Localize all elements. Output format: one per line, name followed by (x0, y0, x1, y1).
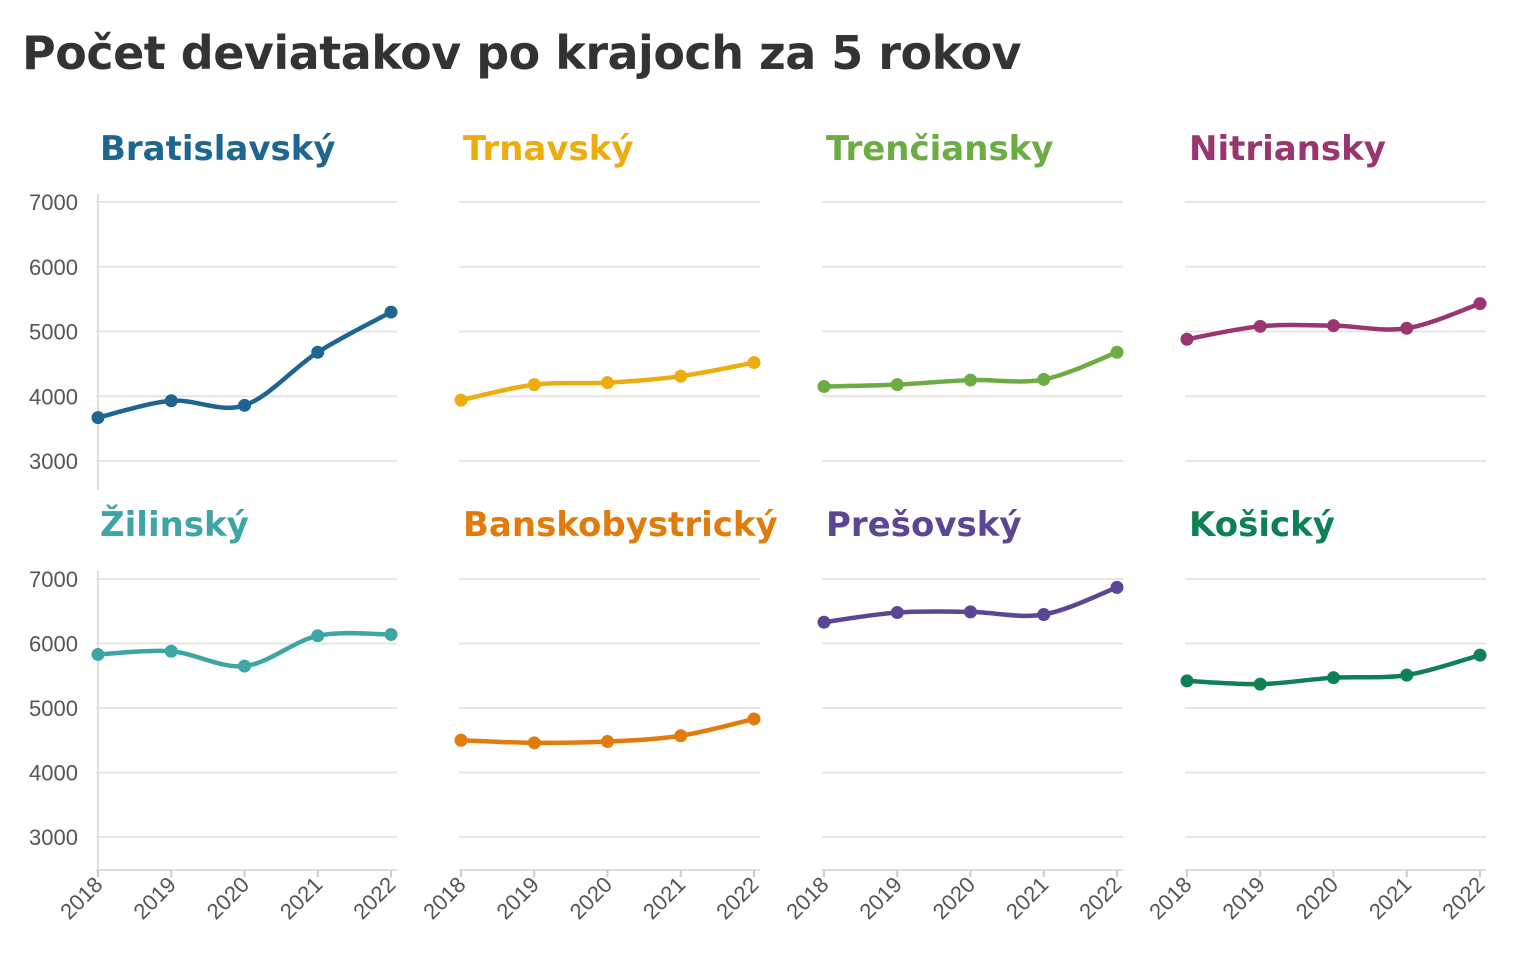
data-point (238, 659, 251, 673)
data-point (601, 735, 614, 749)
panel-title: Košický (1189, 505, 1335, 545)
data-point (747, 356, 761, 370)
y-tick-label: 5000 (29, 696, 78, 721)
y-tick-label: 6000 (29, 632, 78, 657)
x-tick-label: 2022 (1437, 872, 1489, 924)
data-point (454, 733, 468, 747)
data-point (674, 729, 688, 743)
data-point (890, 606, 904, 620)
x-tick-label: 2019 (128, 872, 180, 924)
y-tick-label: 4000 (29, 761, 78, 786)
panel-title: Prešovský (826, 505, 1022, 545)
panel-2: Trnavský (454, 129, 761, 462)
x-tick-label: 2021 (275, 872, 327, 924)
x-tick-label: 2021 (638, 872, 690, 924)
data-point (454, 393, 468, 407)
data-point (1400, 321, 1414, 335)
panel-title: Trnavský (463, 129, 634, 169)
x-tick-label: 2019 (491, 872, 543, 924)
panel-title: Trenčiansky (826, 129, 1053, 169)
panel-title: Žilinský (100, 504, 249, 545)
y-tick-label: 5000 (29, 320, 78, 345)
data-point (964, 373, 977, 387)
data-point (1037, 372, 1051, 386)
data-point (1110, 580, 1124, 594)
panel-title: Bratislavský (100, 129, 336, 169)
panel-title: Nitriansky (1189, 129, 1386, 169)
data-point (1110, 345, 1124, 359)
y-tick-label: 7000 (29, 567, 78, 592)
x-tick-label: 2018 (55, 872, 107, 924)
data-point (1473, 297, 1487, 311)
data-point (964, 605, 977, 619)
data-point (384, 305, 398, 319)
data-point (674, 369, 688, 383)
data-point (311, 345, 325, 359)
x-tick-label: 2018 (418, 872, 470, 924)
panel-3: Trenčiansky (817, 129, 1124, 462)
data-point (1180, 332, 1194, 346)
data-point (747, 712, 761, 726)
x-tick-label: 2021 (1001, 872, 1053, 924)
data-point (1327, 671, 1340, 685)
x-tick-label: 2019 (1217, 872, 1269, 924)
data-point (164, 394, 178, 408)
data-point (91, 647, 105, 661)
data-point (817, 380, 831, 394)
data-point (527, 378, 541, 392)
data-point (238, 398, 251, 412)
data-point (311, 629, 325, 643)
x-tick-label: 2018 (1144, 872, 1196, 924)
x-tick-label: 2020 (928, 872, 980, 924)
data-point (1400, 668, 1414, 682)
data-point (890, 378, 904, 392)
data-point (817, 615, 831, 629)
x-tick-label: 2021 (1364, 872, 1416, 924)
data-point (1180, 674, 1194, 688)
y-tick-label: 6000 (29, 255, 78, 280)
panel-5: Žilinský 3000 4000 5000 6000 7000 2018 2019 2020… (29, 504, 400, 924)
panel-4: Nitriansky (1180, 129, 1487, 462)
x-tick-label: 2022 (348, 872, 400, 924)
data-point (1253, 677, 1267, 691)
x-tick-label: 2020 (565, 872, 617, 924)
panel-1: Bratislavský 3000 4000 5000 6000 7000 (29, 129, 398, 490)
y-tick-label: 3000 (29, 449, 78, 474)
x-tick-label: 2020 (1291, 872, 1343, 924)
data-point (164, 644, 178, 658)
y-tick-label: 3000 (29, 825, 78, 850)
x-tick-label: 2022 (1074, 872, 1126, 924)
x-tick-label: 2019 (854, 872, 906, 924)
data-point (1253, 319, 1267, 333)
data-point (601, 376, 614, 390)
panel-6: Banskobystrický 2018 2019 2020 2021 2022 (418, 505, 777, 924)
data-point (384, 627, 398, 641)
data-point (527, 736, 541, 750)
data-point (1327, 319, 1340, 333)
panel-7: Prešovský 2018 2019 2020 2021 2022 (781, 505, 1126, 924)
panel-title: Banskobystrický (463, 505, 778, 545)
chart-title: Počet deviatakov po krajoch za 5 rokov (22, 26, 1022, 80)
panel-8: Košický 2018 2019 2020 2021 2022 (1144, 505, 1489, 924)
x-tick-label: 2022 (711, 872, 763, 924)
y-tick-label: 4000 (29, 384, 78, 409)
data-point (1473, 648, 1487, 662)
y-tick-label: 7000 (29, 190, 78, 215)
x-tick-label: 2020 (202, 872, 254, 924)
data-point (1037, 607, 1051, 621)
x-tick-label: 2018 (781, 872, 833, 924)
data-point (91, 411, 105, 425)
